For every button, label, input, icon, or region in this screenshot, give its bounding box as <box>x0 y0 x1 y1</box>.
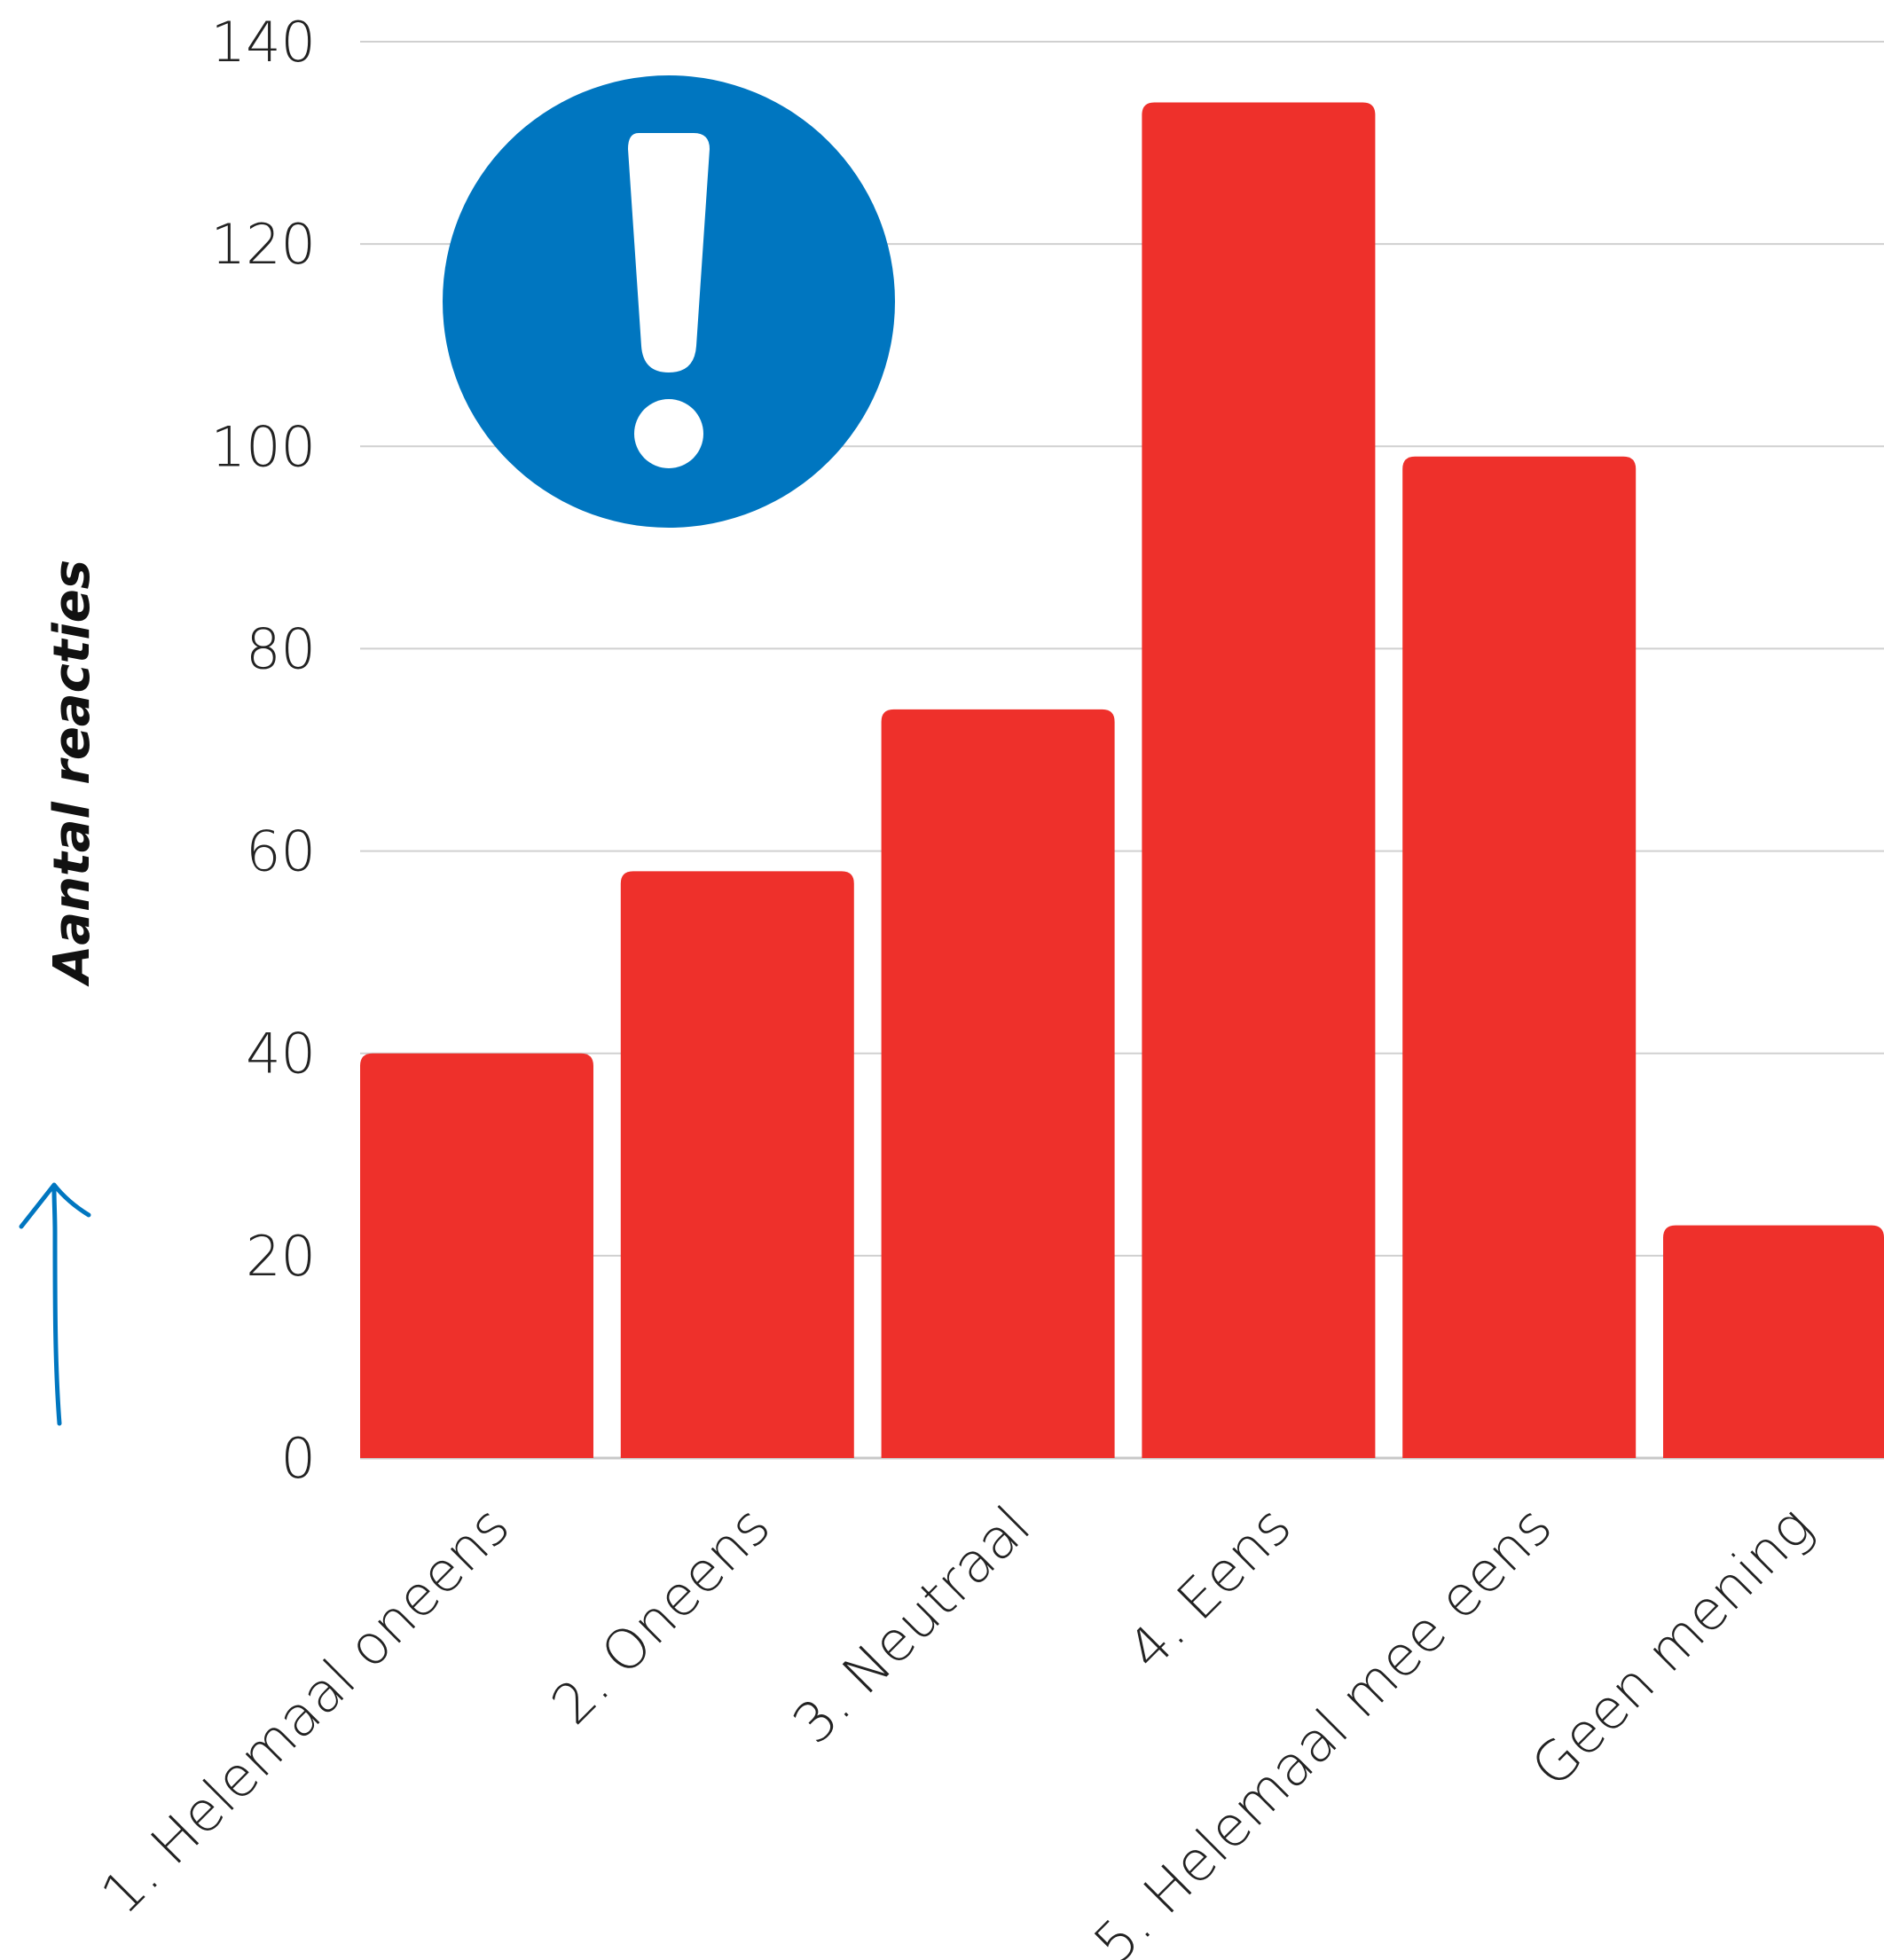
bar <box>881 709 1115 1458</box>
y-tick-label: 120 <box>211 212 316 277</box>
y-tick-labels: 0 20 40 60 80 100 120 140 <box>211 10 316 1491</box>
y-tick-label: 0 <box>281 1426 316 1491</box>
y-tick-label: 80 <box>246 616 316 681</box>
bars <box>360 102 1884 1458</box>
bar <box>620 871 854 1458</box>
x-category-label: Geen mening <box>1519 1494 1825 1799</box>
x-category-label: 2. Oneens <box>539 1494 782 1737</box>
exclamation-circle-icon <box>443 75 895 528</box>
y-tick-label: 140 <box>211 10 316 74</box>
y-tick-label: 60 <box>246 819 316 884</box>
x-category-label: 1. Helemaal oneens <box>89 1494 522 1926</box>
y-tick-label: 100 <box>211 414 316 479</box>
x-category-label: 3. Neutraal <box>781 1494 1043 1756</box>
y-axis-title: Aantal reacties <box>43 560 101 987</box>
up-arrow-icon <box>19 1182 91 1426</box>
bar <box>1402 456 1637 1458</box>
bar <box>360 1053 593 1458</box>
bar <box>1142 102 1376 1458</box>
x-category-label: 4. Eens <box>1115 1494 1304 1682</box>
y-tick-label: 40 <box>246 1022 316 1086</box>
x-category-label: 5. Helemaal mee eens <box>1081 1494 1564 1960</box>
bar <box>1663 1225 1884 1458</box>
y-tick-label: 20 <box>246 1224 316 1289</box>
